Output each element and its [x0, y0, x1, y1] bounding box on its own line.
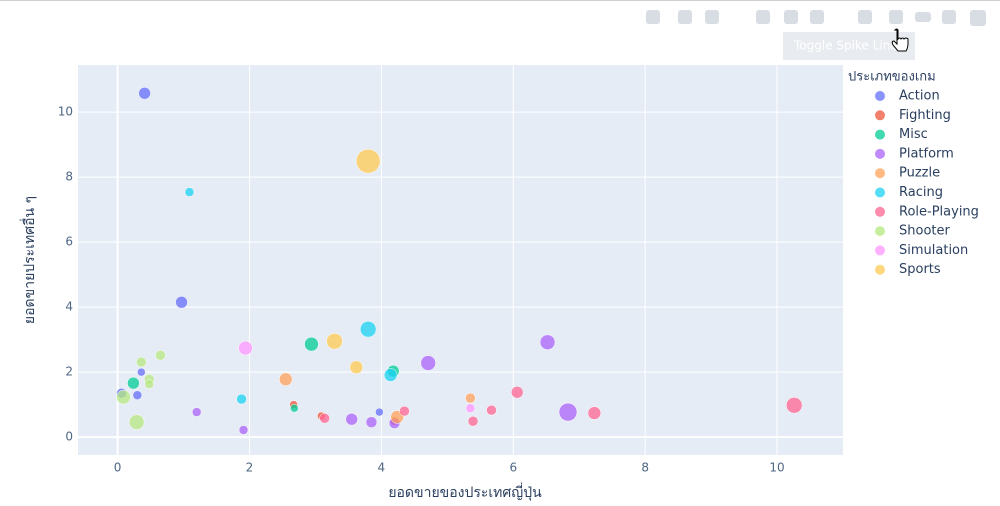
- point: [238, 425, 249, 435]
- legend-marker: [875, 148, 885, 159]
- legend-item[interactable]: Fighting: [899, 108, 951, 123]
- x-axis-title: ยอดขายของประเทศญี่ปุ่น: [388, 483, 542, 501]
- point: [558, 402, 578, 422]
- point: [184, 187, 195, 197]
- point: [137, 367, 146, 377]
- point: [319, 413, 330, 424]
- x-tick-label: 2: [246, 461, 254, 475]
- y-tick-label: 0: [65, 430, 73, 444]
- point: [349, 360, 364, 374]
- legend-marker: [875, 245, 885, 256]
- modebar-button[interactable]: [784, 10, 798, 24]
- point: [116, 389, 131, 405]
- y-axis-title: ยอดขายประเทศอื่น ๆ: [20, 196, 38, 324]
- modebar-button[interactable]: [915, 12, 931, 22]
- legend-item[interactable]: Misc: [899, 127, 928, 142]
- legend-item[interactable]: Sports: [899, 262, 941, 277]
- legend-item[interactable]: Racing: [899, 185, 943, 200]
- modebar-button[interactable]: [810, 10, 824, 24]
- legend-item[interactable]: Shooter: [899, 224, 950, 239]
- point: [326, 333, 343, 350]
- point: [304, 336, 319, 352]
- modebar-button[interactable]: [705, 10, 719, 24]
- legend-item[interactable]: Puzzle: [899, 166, 940, 181]
- point: [420, 355, 436, 371]
- y-tick-label: 8: [65, 170, 73, 184]
- legend-marker: [875, 168, 885, 179]
- point: [383, 368, 398, 382]
- legend-marker: [875, 226, 885, 237]
- y-tick-label: 2: [65, 365, 73, 379]
- x-tick-label: 0: [114, 461, 122, 475]
- legend-marker: [875, 187, 885, 198]
- x-tick-label: 10: [769, 461, 784, 475]
- point: [128, 414, 145, 430]
- point: [355, 148, 381, 174]
- point: [278, 372, 293, 387]
- cursor: [891, 28, 909, 52]
- point: [465, 392, 476, 404]
- legend-marker: [875, 91, 885, 101]
- modebar-button[interactable]: [678, 10, 692, 24]
- point: [539, 334, 556, 350]
- modebar-button[interactable]: [889, 10, 903, 24]
- point: [785, 397, 803, 414]
- modebar-button[interactable]: [646, 10, 660, 24]
- modebar-button[interactable]: [858, 10, 872, 24]
- point: [486, 404, 497, 416]
- point: [365, 416, 378, 428]
- legend-marker: [875, 129, 885, 140]
- legend-item[interactable]: Role-Playing: [899, 204, 979, 219]
- x-tick-label: 8: [641, 461, 649, 475]
- legend-marker: [875, 110, 885, 121]
- point: [375, 407, 384, 417]
- point: [290, 403, 299, 413]
- modebar-button[interactable]: [756, 10, 770, 24]
- point: [238, 340, 253, 356]
- tooltip: Toggle Spike Lines: [793, 39, 904, 53]
- y-tick-label: 6: [65, 235, 73, 249]
- point: [236, 393, 247, 405]
- point: [136, 356, 147, 368]
- tooltip-box: [783, 32, 915, 60]
- x-tick-label: 6: [509, 461, 517, 475]
- point: [465, 403, 476, 413]
- legend-item[interactable]: Simulation: [899, 243, 968, 258]
- y-tick-label: 4: [65, 300, 73, 314]
- legend-item[interactable]: Platform: [899, 146, 954, 161]
- point: [510, 386, 524, 399]
- point: [359, 320, 377, 338]
- point: [587, 406, 602, 420]
- point: [399, 405, 410, 417]
- modebar-button[interactable]: [942, 10, 956, 24]
- modebar[interactable]: [646, 10, 986, 26]
- point: [144, 379, 154, 389]
- legend-title: ประเภทของเกม: [848, 70, 936, 85]
- modebar-button[interactable]: [970, 10, 986, 26]
- legend-marker: [875, 206, 885, 217]
- point: [138, 87, 151, 100]
- x-tick-label: 4: [378, 461, 386, 475]
- point: [191, 407, 202, 417]
- point: [127, 376, 140, 390]
- point: [155, 349, 166, 361]
- plot-area: [78, 65, 843, 455]
- legend-marker: [875, 264, 885, 275]
- point: [132, 390, 143, 400]
- point: [175, 296, 188, 309]
- legend-item[interactable]: Action: [899, 89, 940, 104]
- point: [467, 415, 479, 427]
- point: [345, 413, 358, 426]
- y-tick-label: 10: [58, 105, 73, 119]
